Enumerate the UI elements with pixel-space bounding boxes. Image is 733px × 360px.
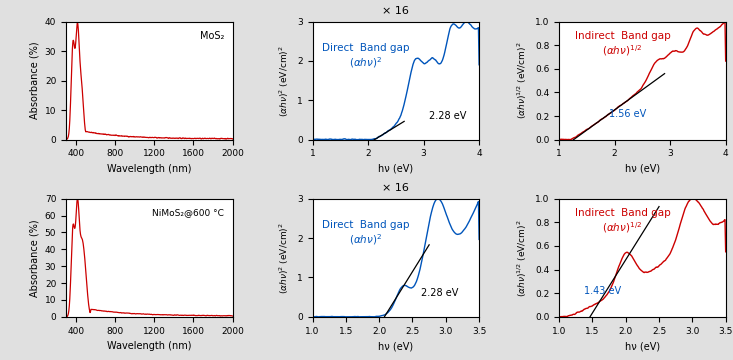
Text: 1.56 eV: 1.56 eV	[609, 109, 647, 119]
Text: 2.28 eV: 2.28 eV	[421, 288, 458, 298]
Text: Indirect  Band gap
$(\alpha h\nu)^{1/2}$: Indirect Band gap $(\alpha h\nu)^{1/2}$	[575, 31, 670, 58]
Text: Direct  Band gap
$(\alpha h\nu)^2$: Direct Band gap $(\alpha h\nu)^2$	[322, 43, 410, 70]
X-axis label: Wavelength (nm): Wavelength (nm)	[107, 164, 191, 174]
X-axis label: hν (eV): hν (eV)	[625, 341, 660, 351]
Text: 2.28 eV: 2.28 eV	[429, 111, 466, 121]
Text: NiMoS₂@600 °C: NiMoS₂@600 °C	[152, 208, 224, 217]
Y-axis label: $(\alpha h\nu)^{1/2}$ (eV/cm)$^2$: $(\alpha h\nu)^{1/2}$ (eV/cm)$^2$	[516, 42, 529, 120]
Text: MoS₂: MoS₂	[200, 31, 224, 41]
Y-axis label: Absorbance (%): Absorbance (%)	[29, 42, 39, 120]
X-axis label: Wavelength (nm): Wavelength (nm)	[107, 341, 191, 351]
Y-axis label: Absorbance (%): Absorbance (%)	[29, 219, 39, 297]
Text: × 16: × 16	[383, 6, 409, 16]
X-axis label: hν (eV): hν (eV)	[378, 164, 413, 174]
Text: × 16: × 16	[383, 183, 409, 193]
Y-axis label: $(\alpha h\nu)^2$ (eV/cm)$^2$: $(\alpha h\nu)^2$ (eV/cm)$^2$	[278, 222, 292, 294]
Y-axis label: $(\alpha h\nu)^{1/2}$ (eV/cm)$^2$: $(\alpha h\nu)^{1/2}$ (eV/cm)$^2$	[516, 219, 529, 297]
X-axis label: hν (eV): hν (eV)	[625, 164, 660, 174]
X-axis label: hν (eV): hν (eV)	[378, 341, 413, 351]
Text: Direct  Band gap
$(\alpha h\nu)^2$: Direct Band gap $(\alpha h\nu)^2$	[322, 220, 410, 247]
Y-axis label: $(\alpha h\nu)^2$ (eV/cm)$^2$: $(\alpha h\nu)^2$ (eV/cm)$^2$	[278, 45, 292, 117]
Text: 1.43 eV: 1.43 eV	[584, 286, 621, 296]
Text: Indirect  Band gap
$(\alpha h\nu)^{1/2}$: Indirect Band gap $(\alpha h\nu)^{1/2}$	[575, 208, 670, 235]
